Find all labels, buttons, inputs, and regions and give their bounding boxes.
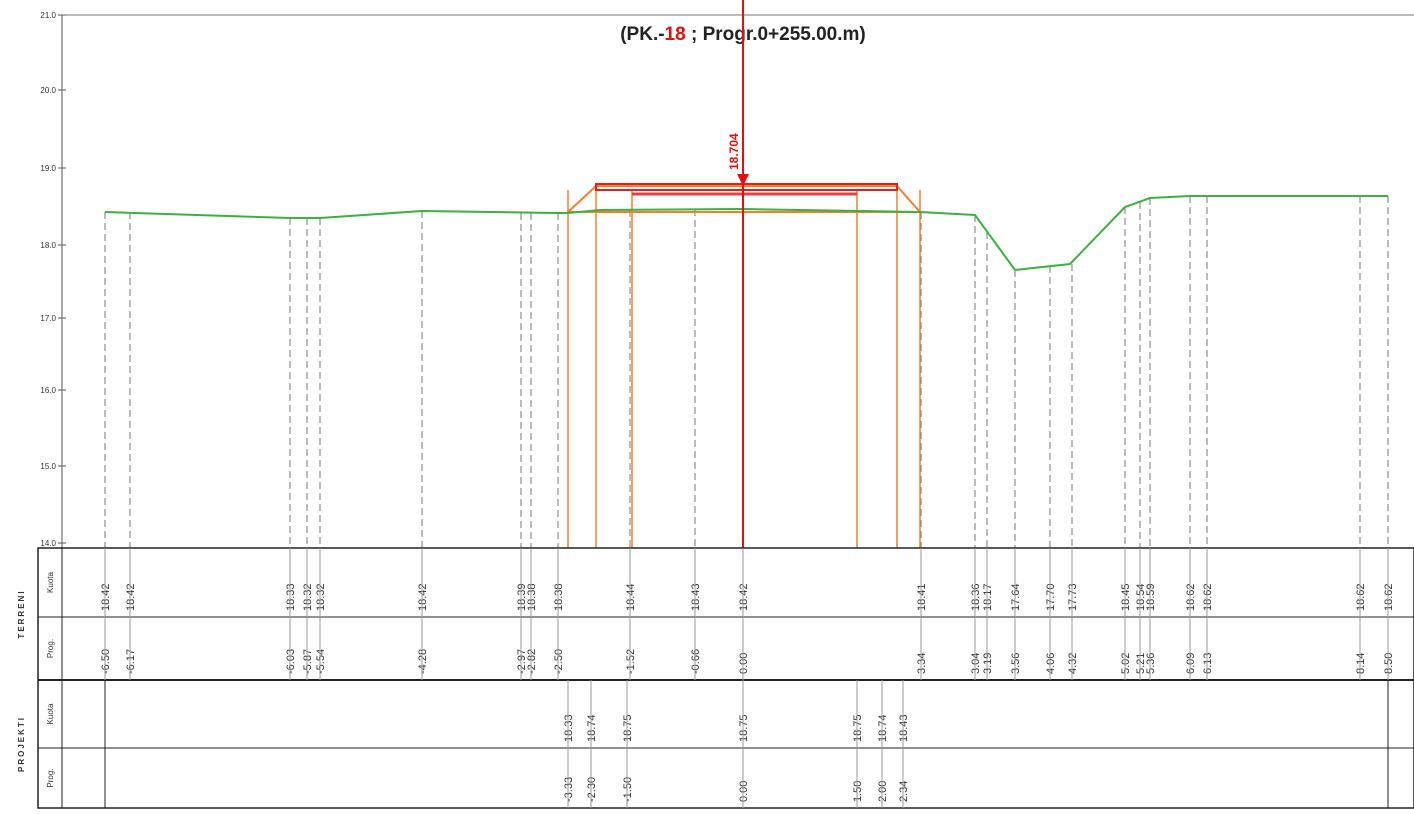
cell-value: -6.50 (100, 649, 112, 674)
cell-value: -6.17 (125, 649, 137, 674)
cell-value: 4.32 (1067, 653, 1079, 674)
table: TERRENI PROJEKTI Kuota Prog. Kuota Prog. 18.42… (17, 547, 1414, 809)
cell-value: 5.36 (1145, 653, 1157, 674)
cell-value: 8.50 (1383, 653, 1395, 674)
axis-label: 14.0 (40, 539, 56, 548)
center-arrow (737, 174, 749, 186)
cell-value: 3.19 (982, 653, 994, 674)
row-header: Prog. (46, 768, 55, 787)
cell-value: 5.21 (1135, 653, 1147, 674)
cell-value: -2.30 (586, 777, 598, 802)
axis-label: 18.0 (40, 241, 56, 250)
cell-value: 1.50 (852, 781, 864, 802)
road-layer (595, 183, 898, 191)
cell-value: 18.54 (1135, 583, 1147, 611)
cell-value: 18.33 (285, 583, 297, 611)
axis-label: 15.0 (40, 462, 56, 471)
cell-value: 17.64 (1010, 583, 1022, 611)
title: (PK.-18 ; Progr.0+255.00.m) (620, 24, 866, 45)
cell-value: 18.43 (898, 714, 910, 742)
cell-value: -6.03 (285, 649, 297, 674)
cell-value: 3.04 (970, 653, 982, 674)
cell-value: 18.42 (125, 583, 137, 611)
ground-line (104, 195, 1388, 272)
cell-value: 18.75 (622, 714, 634, 742)
cell-value: 18.62 (1185, 583, 1197, 611)
cell-value: 18.42 (100, 583, 112, 611)
cell-value: 3.56 (1010, 653, 1022, 674)
cell-value: -2.50 (553, 649, 565, 674)
axis-label: 17.0 (40, 314, 56, 323)
cell-value: 18.32 (315, 583, 327, 611)
row-header: Kuota (46, 703, 55, 724)
cell-value: 18.42 (417, 583, 429, 611)
cell-value: 18.75 (738, 714, 750, 742)
cell-value: 18.38 (526, 583, 538, 611)
cell-value: 18.32 (302, 583, 314, 611)
cell-value: -2.97 (516, 649, 528, 674)
cell-value: 18.36 (970, 583, 982, 611)
cell-value: 18.17 (982, 583, 994, 611)
cell-value: 18.43 (690, 583, 702, 611)
title-suffix: ; Progr.0+255.00.m) (686, 24, 866, 45)
axis-label: 20.0 (40, 86, 56, 95)
cell-value: -5.87 (302, 649, 314, 674)
cell-value: 2.34 (898, 781, 910, 802)
cell-value: 18.45 (1120, 583, 1132, 611)
cell-value: 0.00 (738, 781, 750, 802)
cell-value: 6.09 (1185, 653, 1197, 674)
cell-value: 18.62 (1383, 583, 1395, 611)
cell-value: -4.28 (417, 649, 429, 674)
group-label: PROJEKTI (17, 716, 26, 772)
cell-value: 3.34 (916, 653, 928, 674)
cell-value: -5.54 (315, 649, 327, 674)
row-header: Kuota (46, 571, 55, 592)
center-label: 18.704 (727, 133, 741, 170)
cell-value: -1.50 (622, 777, 634, 802)
cell-value: 18.39 (516, 583, 528, 611)
cell-value: -3.33 (563, 777, 575, 802)
cell-value: 17.70 (1045, 583, 1057, 611)
axis-label: 21.0 (40, 11, 56, 20)
cell-value: 18.41 (916, 583, 928, 611)
cell-value: 8.14 (1355, 653, 1367, 674)
cell-value: 18.74 (877, 714, 889, 742)
cell-value: 0.00 (738, 653, 750, 674)
cell-value: 18.75 (852, 714, 864, 742)
cell-value: -2.82 (526, 649, 538, 674)
cell-value: 17.73 (1067, 583, 1079, 611)
cell-value: 18.44 (625, 583, 637, 611)
cell-value: 18.33 (563, 714, 575, 742)
cell-value: 18.62 (1355, 583, 1367, 611)
cell-value: 5.02 (1120, 653, 1132, 674)
group-label: TERRENI (17, 589, 26, 638)
cell-value: 6.13 (1202, 653, 1214, 674)
cell-value: 18.38 (553, 583, 565, 611)
cell-value: 18.42 (738, 583, 750, 611)
cell-value: 2.00 (877, 781, 889, 802)
cell-value: 18.59 (1145, 583, 1157, 611)
cell-value: -0.66 (690, 649, 702, 674)
title-prefix: (PK.- (620, 24, 664, 45)
cell-value: -1.52 (625, 649, 637, 674)
cell-value: 18.62 (1202, 583, 1214, 611)
axis-label: 16.0 (40, 386, 56, 395)
cell-value: 4.06 (1045, 653, 1057, 674)
cell-value: 18.74 (586, 714, 598, 742)
row-header: Prog. (46, 639, 55, 658)
title-number: 18 (665, 24, 686, 45)
axis-label: 19.0 (40, 164, 56, 173)
